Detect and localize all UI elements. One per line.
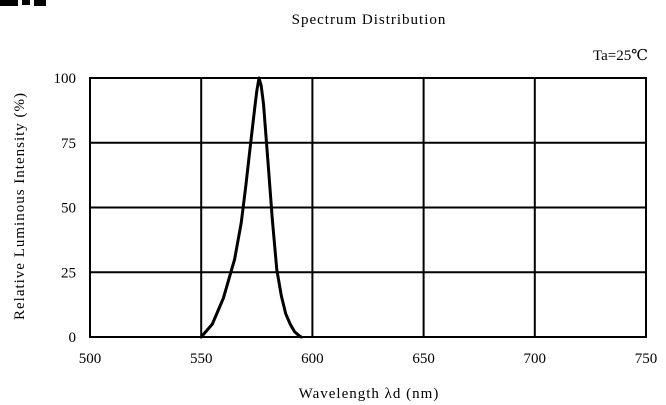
x-tick-label-650: 650 (412, 351, 435, 367)
x-tick-label-550: 550 (190, 351, 213, 367)
x-tick-label-600: 600 (301, 351, 324, 367)
y-tick-label-75: 75 (61, 136, 76, 152)
grid (89, 77, 647, 338)
temperature-annotation: Ta=25℃ (593, 48, 648, 64)
chart-title: Spectrum Distribution (292, 12, 447, 28)
x-tick-label-500: 500 (79, 351, 102, 367)
y-axis-label: Relative Luminous Intensity (%) (12, 92, 28, 320)
series-line-0 (199, 76, 303, 339)
x-axis-label: Wavelength λd (nm) (299, 386, 440, 402)
y-tick-labels: 0 25 50 75 100 (54, 71, 77, 346)
y-tick-label-0: 0 (69, 330, 77, 346)
x-tick-label-700: 700 (524, 351, 547, 367)
y-tick-label-50: 50 (61, 201, 76, 217)
cropped-heading-fragment-3 (34, 0, 46, 6)
cropped-heading-fragment (0, 0, 18, 6)
y-tick-label-100: 100 (54, 71, 77, 87)
y-tick-label-25: 25 (61, 265, 76, 281)
x-tick-labels: 500 550 600 650 700 750 (79, 351, 658, 367)
x-tick-label-750: 750 (635, 351, 658, 367)
cropped-heading-fragment-2 (22, 0, 30, 5)
series-group (199, 76, 303, 339)
